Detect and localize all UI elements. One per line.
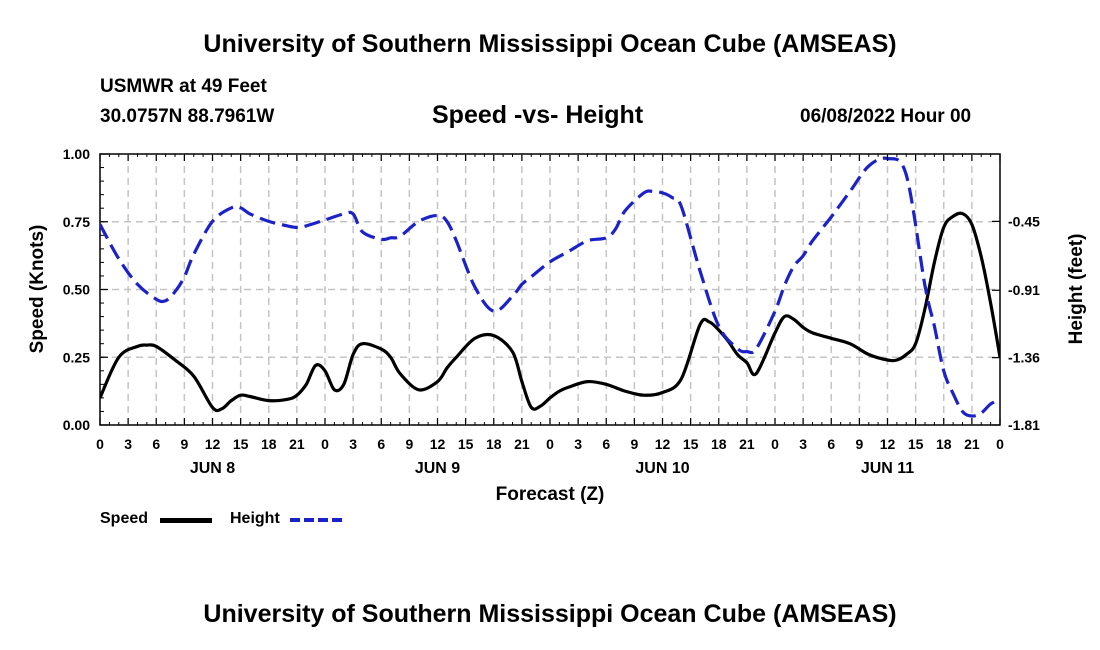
x-tick-label: 15 [458, 436, 474, 452]
x-tick-label: 0 [996, 436, 1004, 452]
series-layer [100, 156, 1000, 418]
y-tick-label: 0.00 [63, 417, 90, 433]
y2-tick-label: -0.91 [1008, 282, 1040, 298]
day-label: JUN 11 [861, 460, 914, 477]
legend-height-label: Height [230, 510, 280, 527]
x-tick-label: 21 [964, 436, 980, 452]
x-tick-label: 0 [771, 436, 779, 452]
x-tick-label: 3 [349, 436, 357, 452]
series-line-height [100, 156, 1000, 418]
x-tick-label: 18 [261, 436, 277, 452]
coordinates-label: 30.0757N 88.7961W [100, 106, 275, 127]
x-tick-label: 3 [799, 436, 807, 452]
x-tick-label: 21 [289, 436, 305, 452]
y2-tick-label: -1.81 [1008, 417, 1040, 433]
x-tick-label: 6 [602, 436, 610, 452]
x-tick-label: 3 [124, 436, 132, 452]
x-axis-title: Forecast (Z) [496, 484, 605, 505]
y2-axis-title: Height (feet) [1066, 234, 1087, 345]
x-tick-label: 12 [655, 436, 671, 452]
x-tick-label: 18 [711, 436, 727, 452]
x-tick-label: 9 [180, 436, 188, 452]
station-label: USMWR at 49 Feet [100, 76, 267, 97]
x-tick-label: 18 [486, 436, 502, 452]
y-axis-title: Speed (Knots) [27, 225, 48, 354]
legend-speed-swatch [160, 518, 212, 523]
x-tick-label: 9 [630, 436, 638, 452]
y-tick-label: 0.25 [63, 349, 90, 365]
y2-tick-label: -0.45 [1008, 213, 1040, 229]
x-tick-label: 21 [739, 436, 755, 452]
x-tick-label: 0 [321, 436, 329, 452]
x-tick-label: 0 [96, 436, 104, 452]
y2-tick-label: -1.36 [1008, 350, 1040, 366]
x-tick-label: 6 [152, 436, 160, 452]
footer-title: University of Southern Mississippi Ocean… [203, 600, 897, 628]
x-tick-label: 15 [683, 436, 699, 452]
grid [100, 154, 1000, 425]
x-tick-label: 12 [205, 436, 221, 452]
x-tick-label: 3 [574, 436, 582, 452]
day-label: JUN 10 [635, 460, 689, 477]
x-tick-label: 21 [514, 436, 530, 452]
x-tick-label: 15 [233, 436, 249, 452]
day-label: JUN 9 [415, 460, 460, 477]
x-tick-label: 9 [405, 436, 413, 452]
page-title: University of Southern Mississippi Ocean… [203, 30, 897, 58]
chart-subtitle: Speed -vs- Height [432, 101, 644, 129]
x-tick-label: 12 [430, 436, 446, 452]
day-label: JUN 8 [190, 460, 235, 477]
x-tick-label: 12 [880, 436, 896, 452]
y-tick-label: 0.50 [63, 282, 90, 298]
legend-speed-label: Speed [100, 510, 149, 527]
x-tick-label: 9 [855, 436, 863, 452]
x-tick-label: 6 [377, 436, 385, 452]
x-tick-label: 0 [546, 436, 554, 452]
x-tick-label: 6 [827, 436, 835, 452]
x-tick-label: 18 [936, 436, 952, 452]
date-label: 06/08/2022 Hour 00 [800, 106, 972, 127]
legend-height-swatch [290, 518, 344, 522]
y-tick-label: 0.75 [63, 214, 90, 230]
axes-layer: 0 3 6 9 12 15 18 21 0 3 6 9 12 15 18 21 0 3 6 9 12 15 18 21 0 3 6 9… [63, 146, 1040, 477]
x-tick-label: 15 [908, 436, 924, 452]
y-tick-label: 1.00 [63, 146, 90, 162]
series-line-speed [100, 211, 1000, 413]
